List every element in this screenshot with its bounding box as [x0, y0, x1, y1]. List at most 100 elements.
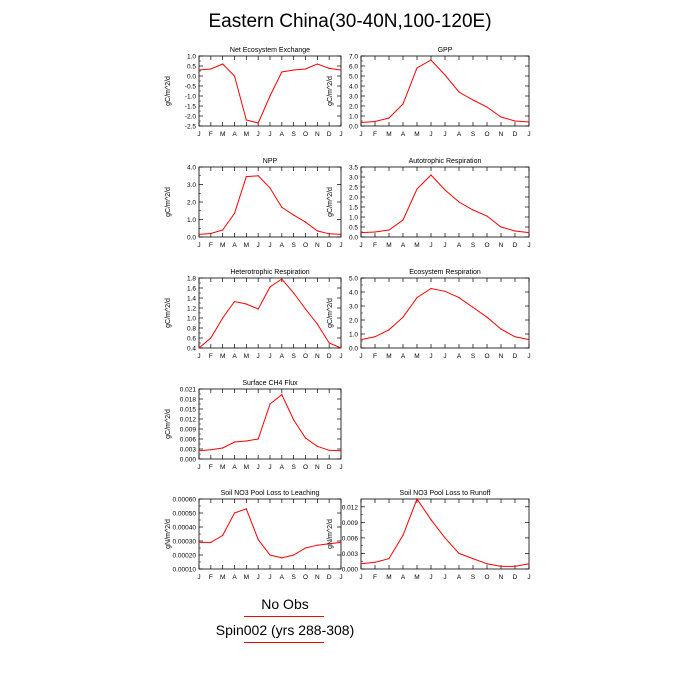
series-line [198, 278, 342, 349]
x-tick-label: A [232, 353, 237, 360]
x-tick-label: J [257, 131, 260, 138]
x-tick-label: M [220, 131, 225, 138]
panel-title: Autotrophic Respiration [409, 158, 482, 165]
y-tick-label: 3.0 [349, 175, 358, 182]
x-tick-label: J [359, 574, 362, 581]
x-tick-label: A [401, 131, 406, 138]
data-point [257, 308, 259, 310]
data-point [304, 68, 307, 70]
data-point [281, 278, 283, 280]
x-tick-label: J [268, 242, 271, 249]
data-point [281, 206, 283, 208]
x-tick-label: F [209, 574, 213, 581]
y-tick-label: 1.0 [349, 215, 358, 222]
data-point [472, 209, 474, 211]
data-point [293, 214, 295, 216]
x-tick-label: D [513, 131, 518, 138]
data-point [458, 91, 460, 93]
x-tick-label: M [386, 353, 391, 360]
data-point [245, 176, 247, 178]
x-tick-label: M [414, 242, 419, 249]
data-point [374, 336, 376, 338]
plot-frame [198, 498, 342, 570]
data-point [316, 445, 318, 447]
data-point [245, 119, 247, 121]
y-tick-label: 1.8 [187, 276, 196, 283]
y-axis-label: gC/m^2/d [327, 298, 334, 328]
x-tick-label: O [484, 131, 489, 138]
y-axis-label: gC/m^2/d [165, 76, 172, 106]
panel-4: Heterotrophic Respiration gC/m^2/d 0.4 0.6 0… [165, 269, 343, 360]
data-point [430, 59, 432, 61]
x-tick-label: F [209, 464, 213, 471]
x-tick-label: A [457, 574, 462, 581]
x-tick-label: J [429, 574, 432, 581]
data-point [374, 231, 376, 233]
x-tick-label: A [232, 464, 237, 471]
y-axis-label: gC/m^2/d [165, 298, 172, 328]
data-point [293, 554, 295, 556]
x-tick-label: F [373, 242, 377, 249]
y-tick-label: 0.018 [180, 397, 197, 404]
y-axis-label: gN/m^2/d [165, 519, 172, 549]
y-tick-label: 1.6 [187, 286, 196, 293]
data-point [233, 441, 236, 443]
y-tick-label: 0.00050 [173, 511, 197, 518]
panel-title: Net Ecosystem Exchange [230, 47, 310, 54]
data-point [269, 95, 271, 97]
x-tick-label: A [280, 464, 285, 471]
panel-6: Surface CH4 Flux gC/m^2/d 0.000 0.003 0.006 0… [165, 380, 343, 471]
data-point [233, 75, 236, 77]
x-tick-label: N [315, 131, 320, 138]
y-tick-label: 0.0 [349, 235, 358, 242]
x-tick-label: J [443, 242, 446, 249]
series-line [360, 287, 530, 341]
plot-frame [360, 498, 530, 570]
legend-line-spin002 [244, 642, 324, 643]
data-point [293, 69, 295, 71]
data-point [269, 403, 271, 405]
series-line [199, 508, 342, 559]
panel-1: GPP gC/m^2/d 0.0 1.0 2.0 3.0 4.0 5.0 6.0 7.0 J F M A M… [327, 47, 531, 138]
x-tick-label: A [457, 242, 462, 249]
x-tick-label: D [513, 353, 518, 360]
y-tick-label: 1.0 [187, 54, 196, 61]
x-tick-label: J [339, 131, 342, 138]
y-tick-label: 0.0 [187, 235, 196, 242]
x-tick-label: M [414, 131, 419, 138]
data-point [444, 189, 446, 191]
data-point [257, 539, 259, 541]
data-point [514, 230, 516, 232]
panel-title: Surface CH4 Flux [242, 380, 298, 387]
x-tick-label: J [359, 353, 362, 360]
figure-title: Eastern China(30-40N,100-120E) [208, 11, 492, 32]
series-line [360, 174, 530, 234]
data-point [210, 449, 212, 451]
data-point [514, 565, 516, 568]
data-point [257, 175, 259, 177]
y-tick-label: 0.012 [180, 417, 197, 424]
x-tick-label: F [373, 353, 377, 360]
data-point [316, 323, 318, 325]
data-point [328, 67, 330, 69]
x-tick-label: M [386, 131, 391, 138]
x-tick-label: M [220, 574, 225, 581]
y-tick-label: -0.5 [185, 84, 197, 91]
x-tick-label: O [303, 242, 308, 249]
x-tick-label: J [429, 131, 432, 138]
data-point [198, 541, 200, 544]
x-tick-label: S [291, 353, 296, 360]
x-tick-label: J [268, 574, 271, 581]
data-point [514, 336, 516, 338]
x-tick-label: D [327, 353, 332, 360]
x-tick-label: M [244, 131, 249, 138]
data-point [233, 300, 236, 303]
panel-title: Heterotrophic Respiration [230, 269, 309, 276]
data-point [360, 339, 362, 341]
x-tick-label: O [303, 464, 308, 471]
series-line [198, 63, 342, 124]
x-tick-label: J [339, 574, 342, 581]
data-point [269, 286, 271, 288]
y-tick-label: 0.006 [342, 535, 359, 542]
x-tick-label: F [209, 242, 213, 249]
